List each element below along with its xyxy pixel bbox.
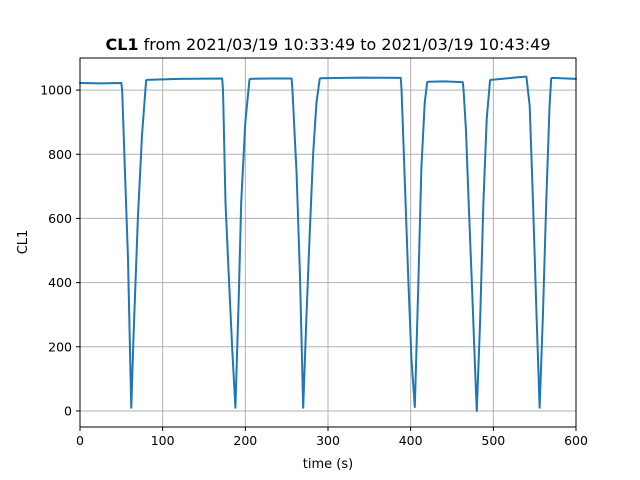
x-tick-label: 300	[316, 433, 340, 448]
y-tick-label: 800	[48, 147, 72, 162]
plot-frame	[79, 57, 577, 428]
chart-title-rest: from 2021/03/19 10:33:49 to 2021/03/19 1…	[139, 35, 551, 54]
y-tick-label: 1000	[40, 83, 72, 98]
chart-title-bold: CL1	[105, 35, 138, 54]
x-axis-label: time (s)	[303, 457, 353, 472]
x-tick-label: 0	[76, 433, 84, 448]
y-axis-label: CL1	[16, 230, 31, 255]
series-line	[79, 75, 577, 412]
y-tick-label: 400	[48, 275, 72, 290]
x-tick-label: 200	[233, 433, 257, 448]
ticks-layer: 0 100 200 300 400 500 600 0 200 400 600 800 1000	[40, 83, 588, 448]
x-tick-label: 600	[564, 433, 588, 448]
y-tick-label: 200	[48, 339, 72, 354]
x-tick-label: 100	[151, 433, 175, 448]
chart-title: CL1 from 2021/03/19 10:33:49 to 2021/03/…	[105, 35, 550, 54]
x-tick-label: 500	[481, 433, 505, 448]
x-tick-label: 400	[399, 433, 423, 448]
y-tick-label: 600	[48, 211, 72, 226]
y-tick-label: 0	[64, 403, 72, 418]
